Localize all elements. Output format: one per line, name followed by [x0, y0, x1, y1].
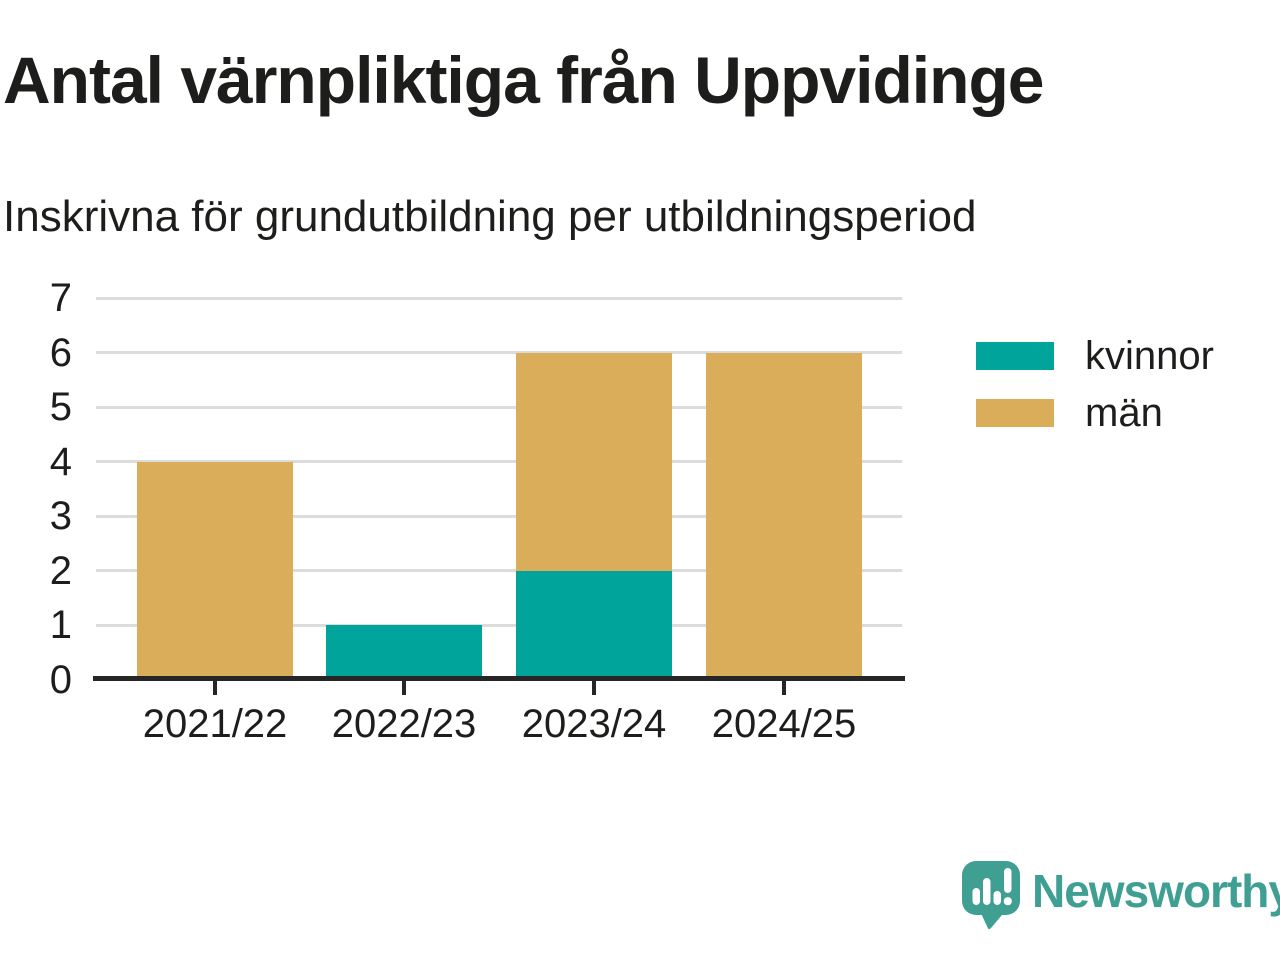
y-axis-tick-label: 5: [49, 385, 72, 429]
x-axis-tick-mark: [592, 681, 596, 695]
bar-segment-kvinnor: [516, 571, 672, 680]
y-axis-tick-label: 0: [49, 658, 72, 702]
y-axis-tick-label: 6: [49, 331, 72, 375]
x-axis-tick-label: 2024/25: [711, 702, 857, 746]
newsworthy-brand-text: Newsworthy: [1032, 865, 1280, 917]
x-axis-tick-mark: [782, 681, 786, 695]
x-axis-tick-label: 2021/22: [142, 702, 288, 746]
bar-segment-män: [516, 353, 672, 571]
x-axis-tick-mark: [402, 681, 406, 695]
bar-segment-män: [137, 462, 293, 680]
legend-swatch-kvinnor: [976, 342, 1054, 370]
x-axis-tick-label: 2022/23: [331, 702, 477, 746]
gridline: [96, 406, 902, 409]
legend-swatch-män: [976, 399, 1054, 427]
gridline: [96, 460, 902, 463]
y-axis-tick-label: 1: [49, 603, 72, 647]
y-axis-tick-label: 7: [49, 276, 72, 320]
bar-segment-män: [706, 353, 862, 680]
y-axis-tick-label: 4: [49, 440, 72, 484]
gridline: [96, 297, 902, 300]
newsworthy-logo-icon: [962, 861, 1020, 930]
gridline: [96, 624, 902, 627]
x-axis-line: [93, 676, 905, 681]
legend-label-män: män: [1085, 391, 1163, 435]
gridline: [96, 569, 902, 572]
y-axis-tick-label: 3: [49, 494, 72, 538]
bar-segment-kvinnor: [326, 625, 482, 680]
legend-label-kvinnor: kvinnor: [1085, 334, 1214, 378]
page-title: Antal värnpliktiga från Uppvidinge: [3, 43, 1044, 117]
gridline: [96, 351, 902, 354]
gridline: [96, 515, 902, 518]
x-axis-tick-label: 2023/24: [521, 702, 667, 746]
page-subtitle: Inskrivna för grundutbildning per utbild…: [3, 192, 977, 241]
y-axis-tick-label: 2: [49, 549, 72, 593]
x-axis-tick-mark: [213, 681, 217, 695]
